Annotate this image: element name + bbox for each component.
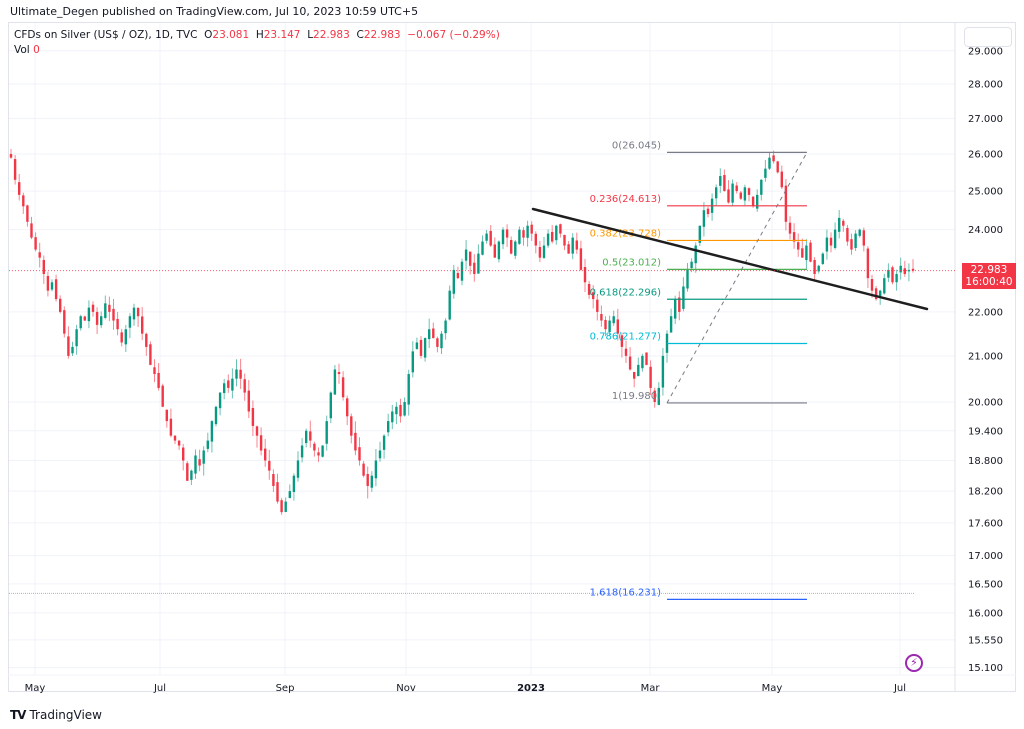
fib-level-label: 1(19.980) (612, 391, 661, 402)
price-tick-label: 16.000 (968, 608, 1003, 619)
time-tick-label: Jul (153, 683, 166, 694)
price-tick-label: 17.000 (968, 551, 1003, 562)
price-tick-label: 17.600 (968, 518, 1003, 529)
symbol-title: CFDs on Silver (US$ / OZ), 1D, TVC (14, 29, 198, 41)
price-tick-label: 18.200 (968, 487, 1003, 498)
time-tick-label: Sep (276, 683, 295, 694)
time-axis[interactable]: May Jul Sep Nov 2023 Mar May Jul (25, 683, 906, 694)
price-tick-label: 26.000 (968, 150, 1003, 161)
published-caption: Ultimate_Degen published on TradingView.… (10, 5, 419, 18)
fib-level-label: 0.786(21.277) (590, 331, 662, 342)
price-tick-label: 16.500 (968, 579, 1003, 590)
volume-value: 0 (33, 44, 40, 56)
trendline-drawing[interactable] (531, 207, 929, 311)
last-price-tag: 22.983 16:00:40 (962, 263, 1016, 289)
price-tick-label: 19.400 (968, 426, 1003, 437)
tradingview-brand: TV TradingView (10, 708, 102, 722)
fib-level-label: 0.618(22.296) (590, 287, 662, 298)
time-tick-label: Mar (641, 683, 661, 694)
time-tick-label: 2023 (517, 683, 545, 694)
time-tick-label: May (762, 683, 783, 694)
price-tick-label: 15.100 (968, 663, 1003, 674)
price-tick-label: 21.000 (968, 351, 1003, 362)
chart-frame (8, 22, 1016, 692)
time-tick-label: Nov (396, 683, 416, 694)
price-tick-label: 29.000 (968, 46, 1003, 57)
time-tick-label: May (25, 683, 46, 694)
price-tick-label: 27.000 (968, 114, 1003, 125)
symbol-legend: CFDs on Silver (US$ / OZ), 1D, TVC O23.0… (14, 29, 500, 41)
open-value: 23.081 (212, 29, 250, 41)
fib-level-label: 0.5(23.012) (602, 257, 661, 268)
fib-level-label: 0.236(24.613) (590, 194, 662, 205)
close-value: 22.983 (363, 29, 401, 41)
price-axis[interactable]: 29.000 28.000 27.000 26.000 25.000 24.000 22.0… (954, 23, 1003, 692)
price-tick-label: 15.550 (968, 635, 1003, 646)
fib-level-label: 0.382(23.728) (590, 228, 662, 239)
fib-level-label: 0(26.045) (612, 140, 661, 151)
high-value: 23.147 (263, 29, 301, 41)
price-tick-label: 28.000 (968, 79, 1003, 90)
volume-legend: Vol 0 (14, 44, 40, 56)
price-tick-label: 18.800 (968, 456, 1003, 467)
time-tick-label: Jul (893, 683, 906, 694)
lightning-icon[interactable]: ⚡ (905, 654, 923, 672)
axis-settings-button[interactable] (964, 27, 1012, 47)
fib-retracement-drawing[interactable]: 0(26.045) 0.236(24.613) 0.382(23.728) 0.5(2… (9, 140, 915, 600)
candlestick-series (9, 148, 915, 515)
price-tick-label: 22.000 (968, 307, 1003, 318)
price-tick-label: 20.000 (968, 398, 1003, 409)
price-tick-label: 24.000 (968, 225, 1003, 236)
low-value: 22.983 (313, 29, 350, 41)
grid-lines (8, 23, 1016, 676)
price-tick-label: 25.000 (968, 187, 1003, 198)
tradingview-logo-icon: TV (10, 708, 27, 722)
change-value: −0.067 (−0.29%) (407, 29, 500, 41)
